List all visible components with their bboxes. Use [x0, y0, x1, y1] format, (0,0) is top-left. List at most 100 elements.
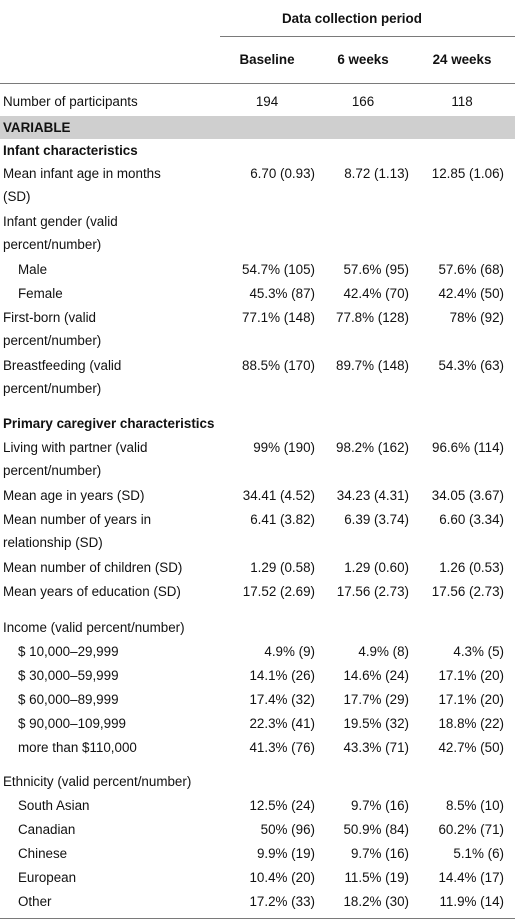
cell-baseline: 4.9% (9) [264, 644, 315, 659]
cell-6w: 89.7% (148) [336, 358, 409, 373]
cell-24w: 34.05 (3.67) [431, 488, 504, 503]
row-label: First-born (valid [3, 310, 97, 325]
row-label: Mean number of years in [3, 512, 152, 527]
cell-6w: 43.3% (71) [343, 740, 409, 755]
table-bottom-rule [0, 918, 515, 919]
row-label: $ 60,000–89,999 [18, 692, 119, 707]
cell-6w: 6.39 (3.74) [344, 512, 409, 527]
cell-6w: 1.29 (0.60) [344, 560, 409, 575]
cell-baseline: 77.1% (148) [242, 310, 315, 325]
cell-24w: 57.6% (68) [438, 262, 504, 277]
row-label: Living with partner (valid [3, 440, 148, 455]
cell-24w: 54.3% (63) [438, 358, 504, 373]
row-label: Mean number of children (SD) [3, 560, 183, 575]
cell-6w: 19.5% (32) [343, 716, 409, 731]
col-header-24-weeks: 24 weeks [432, 52, 492, 67]
cell-baseline: 54.7% (105) [242, 262, 315, 277]
cell-24w: 11.9% (14) [439, 894, 504, 909]
col-header-baseline: Baseline [239, 52, 295, 67]
cell-baseline: 1.29 (0.58) [250, 560, 315, 575]
cell-6w: 9.7% (16) [350, 798, 409, 813]
cell-baseline: 22.3% (41) [249, 716, 315, 731]
cell-baseline: 17.4% (32) [249, 692, 315, 707]
cell-24w: 14.4% (17) [438, 870, 504, 885]
cell-24w: 6.60 (3.34) [439, 512, 504, 527]
row-label-cont: percent/number) [3, 237, 102, 252]
cell-24w: 42.7% (50) [438, 740, 504, 755]
row-label-cont: percent/number) [3, 463, 102, 478]
cell-24w: 8.5% (10) [445, 798, 504, 813]
cell-24w: 96.6% (114) [432, 440, 504, 455]
cell-6w: 8.72 (1.13) [344, 166, 409, 181]
cell-24w: 60.2% (71) [438, 822, 504, 837]
cell-baseline: 17.52 (2.69) [242, 584, 315, 599]
participants-label: Number of participants [3, 94, 138, 109]
cell-24w: 12.85 (1.06) [431, 166, 504, 181]
cell-baseline: 88.5% (170) [242, 358, 315, 373]
row-label: $ 90,000–109,999 [18, 716, 126, 731]
cell-baseline: 34.41 (4.52) [242, 488, 315, 503]
cell-24w: 17.1% (20) [438, 668, 504, 683]
row-label: Breastfeeding (valid [3, 358, 122, 373]
cell-baseline: 14.1% (26) [249, 668, 315, 683]
cell-6w: 11.5% (19) [344, 870, 409, 885]
cell-24w: 18.8% (22) [438, 716, 504, 731]
cell-6w: 57.6% (95) [343, 262, 409, 277]
cell-24w: 17.1% (20) [438, 692, 504, 707]
row-label-cont: percent/number) [3, 381, 102, 396]
cell-baseline: 17.2% (33) [249, 894, 315, 909]
cell-24w: 17.56 (2.73) [431, 584, 504, 599]
col-header-6-weeks: 6 weeks [337, 52, 389, 67]
cell-6w: 9.7% (16) [350, 846, 409, 861]
cell-6w: 17.56 (2.73) [336, 584, 409, 599]
cell-24w: 1.26 (0.53) [439, 560, 504, 575]
row-label-cont: percent/number) [3, 333, 102, 348]
row-label: more than $110,000 [18, 740, 137, 755]
cell-baseline: 41.3% (76) [249, 740, 315, 755]
period-title: Data collection period [282, 11, 422, 26]
cell-6w: 50.9% (84) [343, 822, 409, 837]
cell-6w: 98.2% (162) [336, 440, 409, 455]
row-label: $ 30,000–59,999 [18, 668, 119, 683]
row-label: Infant gender (valid [3, 214, 118, 229]
cell-24w: 42.4% (50) [438, 286, 504, 301]
cell-baseline: 12.5% (24) [249, 798, 315, 813]
variable-header: VARIABLE [3, 120, 71, 135]
cell-6w: 34.23 (4.31) [336, 488, 409, 503]
period-rule [220, 36, 515, 37]
row-label: South Asian [18, 798, 90, 813]
participants-baseline: 194 [255, 94, 279, 109]
row-label: Mean age in years (SD) [3, 488, 145, 503]
ethnicity-title: Ethnicity (valid percent/number) [3, 774, 192, 789]
cell-baseline: 45.3% (87) [249, 286, 315, 301]
section-title-infant: Infant characteristics [3, 143, 138, 158]
cell-baseline: 10.4% (20) [249, 870, 315, 885]
income-title: Income (valid percent/number) [3, 620, 185, 635]
row-label: Female [18, 286, 63, 301]
cell-baseline: 50% (96) [260, 822, 315, 837]
cell-baseline: 6.70 (0.93) [250, 166, 315, 181]
row-label: Mean infant age in months [3, 166, 161, 181]
cell-baseline: 6.41 (3.82) [250, 512, 315, 527]
row-label: Canadian [18, 822, 76, 837]
row-label-cont: relationship (SD) [3, 535, 103, 550]
row-label-cont: (SD) [3, 189, 31, 204]
participants-6w: 166 [351, 94, 375, 109]
row-label: Male [18, 262, 48, 277]
cell-24w: 4.3% (5) [453, 644, 504, 659]
row-label: European [18, 870, 77, 885]
cell-baseline: 99% (190) [253, 440, 315, 455]
row-label: Other [18, 894, 52, 909]
cell-6w: 42.4% (70) [343, 286, 409, 301]
row-label: Mean years of education (SD) [3, 584, 181, 599]
cell-6w: 17.7% (29) [343, 692, 409, 707]
cell-24w: 5.1% (6) [453, 846, 504, 861]
cell-24w: 78% (92) [449, 310, 504, 325]
variable-header-band [0, 116, 515, 139]
cell-6w: 77.8% (128) [336, 310, 409, 325]
header-rule [0, 83, 515, 84]
participants-24w: 118 [451, 94, 473, 109]
cell-6w: 18.2% (30) [343, 894, 409, 909]
row-label: Chinese [18, 846, 68, 861]
cell-baseline: 9.9% (19) [256, 846, 315, 861]
